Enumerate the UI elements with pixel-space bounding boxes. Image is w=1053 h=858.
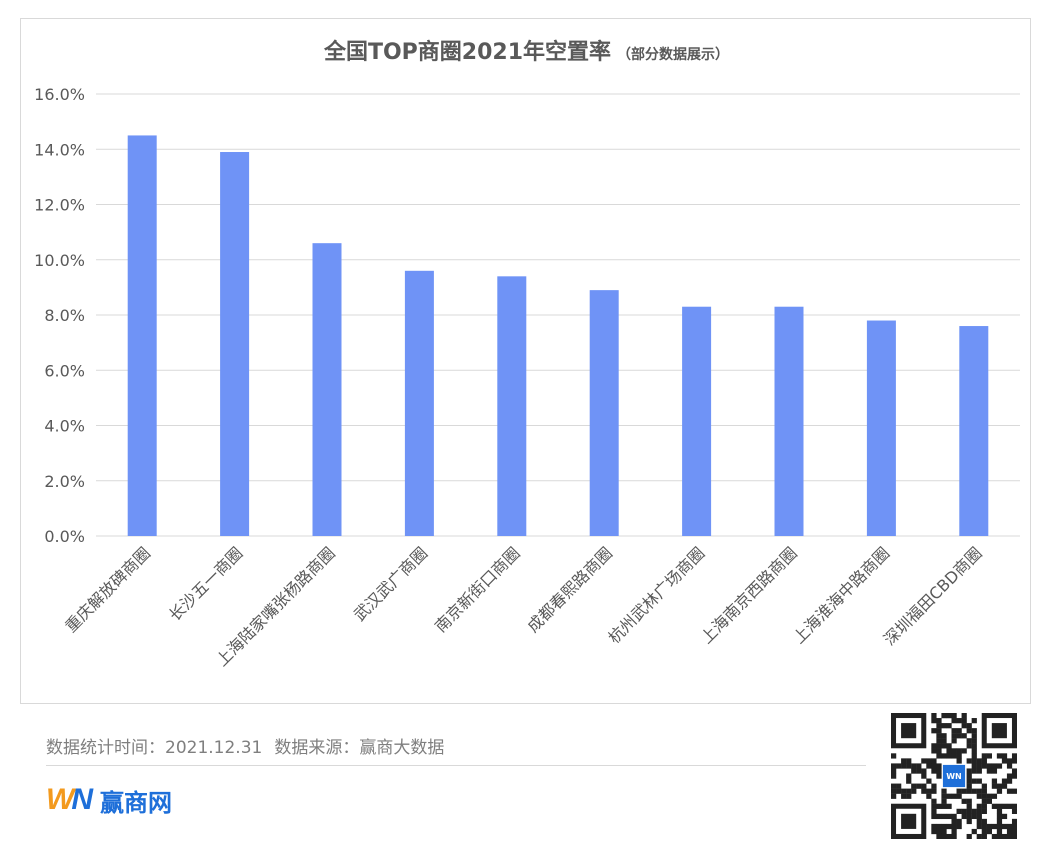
bar [404, 270, 434, 536]
bar [497, 276, 527, 536]
y-tick-label: 6.0% [44, 361, 85, 380]
x-tick-label: 武汉武广商圈 [350, 543, 431, 624]
qr-badge: WN [946, 772, 962, 781]
chart-title: 全国TOP商圈2021年空置率 （部分数据展示） [0, 34, 1053, 66]
x-tick-label: 重庆解放碑商圈 [61, 543, 154, 636]
bar [774, 306, 804, 536]
stat-time: 数据统计时间：2021.12.31 [46, 738, 263, 758]
y-tick-label: 8.0% [44, 306, 85, 325]
y-tick-label: 4.0% [44, 417, 85, 436]
bar [220, 152, 250, 536]
qr-code: WN [891, 713, 1017, 839]
chart-subtitle: （部分数据展示） [617, 47, 730, 63]
footer-divider [46, 765, 866, 766]
bar [866, 320, 896, 536]
footer-info: 数据统计时间：2021.12.31 数据来源：赢商大数据 [46, 733, 444, 758]
chart-title-text: 全国TOP商圈2021年空置率 [323, 40, 612, 65]
x-tick-label: 南京新街口商圈 [431, 543, 524, 636]
x-tick-label: 上海淮海中路商圈 [789, 543, 893, 647]
y-tick-label: 12.0% [34, 196, 85, 215]
logo-mark: WN [46, 783, 93, 816]
bar [959, 326, 989, 536]
y-tick-label: 10.0% [34, 251, 85, 270]
x-tick-label: 深圳福田CBD商圈 [880, 543, 986, 649]
x-tick-label: 杭州武林广场商圈 [604, 543, 708, 647]
y-tick-label: 2.0% [44, 472, 85, 491]
bar [589, 290, 619, 536]
x-tick-label: 上海南京西路商圈 [697, 543, 801, 647]
x-tick-label: 长沙五一商圈 [165, 543, 246, 624]
bar [682, 306, 712, 536]
bar [127, 135, 157, 536]
brand-logo: WN 赢商网 [46, 782, 172, 818]
x-tick-label: 成都春熙路商圈 [523, 543, 616, 636]
y-tick-label: 16.0% [34, 85, 85, 104]
y-tick-label: 0.0% [44, 527, 85, 546]
y-tick-label: 14.0% [34, 140, 85, 159]
data-source: 数据来源：赢商大数据 [274, 738, 445, 758]
logo-name: 赢商网 [100, 788, 172, 817]
bar [312, 243, 342, 537]
